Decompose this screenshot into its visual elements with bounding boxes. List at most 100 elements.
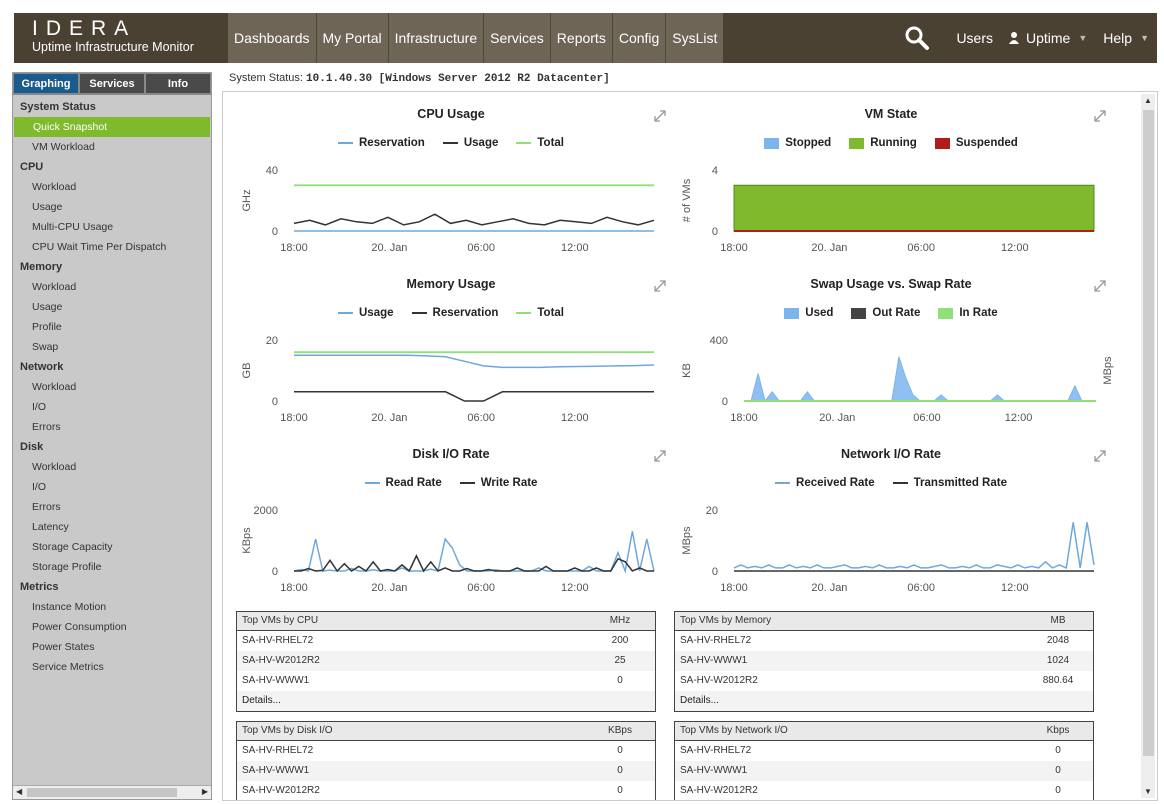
sidebar-item-disk-errors[interactable]: Errors [32,501,61,513]
vertical-scrollbar[interactable]: ▲ ▼ [1141,94,1155,798]
sidebar-item-disk-workload[interactable]: Workload [32,461,77,473]
table-row[interactable]: SA-HV-WWW1 1024 [675,651,1093,671]
scroll-down-icon[interactable]: ▼ [1144,787,1152,796]
table-row[interactable]: SA-HV-W2012R2 0 [675,781,1093,800]
table-row[interactable]: SA-HV-RHEL72 2048 [675,631,1093,651]
users-link[interactable]: Users [956,30,993,46]
sidebar-item-memory-swap[interactable]: Swap [32,341,59,353]
legend-item[interactable]: Received Rate [775,477,875,489]
sidebar-item-disk-storage-profile[interactable]: Storage Profile [32,561,102,573]
search-icon[interactable] [904,25,930,51]
sidebar-item-system-status-quick-snapshot[interactable]: Quick Snapshot [14,117,210,137]
chart-plot: # of VMs 0 4 18:00 20. Jan 06:00 12:00 [681,165,1095,254]
legend-swatch [938,307,954,319]
scrollbar-thumb[interactable] [1143,110,1154,756]
expand-icon[interactable] [654,110,666,122]
legend-item[interactable]: Write Rate [459,477,537,489]
legend-item[interactable]: Reservation [411,307,498,319]
tab-info[interactable]: Info [145,73,211,94]
sidebar-item-cpu-usage[interactable]: Usage [32,201,63,213]
legend-item[interactable]: Total [516,137,564,149]
legend-swatch [516,142,532,144]
sidebar-item-cpu-workload[interactable]: Workload [32,181,77,193]
legend-item[interactable]: Total [516,307,564,319]
sidebar-item-memory-usage[interactable]: Usage [32,301,63,313]
sidebar-item-disk-storage-capacity[interactable]: Storage Capacity [32,541,113,553]
help-label: Help [1103,30,1133,46]
legend-item[interactable]: Used [784,307,833,319]
scrollbar-thumb[interactable] [27,788,177,797]
chart-plot: KB MBps 0 400 18:00 20. Jan 06:00 12:00 [681,335,1114,424]
sidebar-item-metrics-power-states[interactable]: Power States [32,641,95,653]
x-tick-label: 12:00 [1001,582,1029,594]
sidebar-item-memory-workload[interactable]: Workload [32,281,77,293]
table-row[interactable]: SA-HV-WWW1 0 [675,761,1093,781]
x-tick-label: 20. Jan [371,242,407,254]
sidebar-item-disk-i-o[interactable]: I/O [32,481,47,493]
tab-services[interactable]: Services [79,73,145,94]
nav-my-portal[interactable]: My Portal [315,13,388,63]
y-tick-label: 20 [706,505,718,517]
help-menu[interactable]: Help ▼ [1095,30,1157,46]
scroll-up-icon[interactable]: ▲ [1144,96,1152,105]
sidebar-item-metrics-service-metrics[interactable]: Service Metrics [32,661,104,673]
table-row[interactable]: SA-HV-W2012R2 880.64 [675,671,1093,691]
table-row[interactable]: SA-HV-WWW1 0 [237,671,655,691]
table-row[interactable]: SA-HV-RHEL72 0 [237,741,655,761]
horizontal-scrollbar[interactable]: ◀ ▶ [13,785,211,799]
vm-value: 880.64 [1042,675,1074,686]
expand-icon[interactable] [1094,110,1106,122]
sidebar-item-memory-profile[interactable]: Profile [32,321,62,333]
tab-graphing[interactable]: Graphing [13,73,79,94]
legend-label: Usage [463,137,499,149]
sidebar-item-metrics-instance-motion[interactable]: Instance Motion [32,601,107,613]
idera-logo[interactable]: IDERA Uptime Infrastructure Monitor [14,13,228,63]
sidebar-item-network-workload[interactable]: Workload [32,381,77,393]
legend-item[interactable]: Out Rate [851,307,920,319]
chart-title: Memory Usage [406,277,496,291]
legend-item[interactable]: Stopped [764,137,831,149]
table-row[interactable]: SA-HV-WWW1 0 [237,761,655,781]
sidebar-list: System Status Quick Snapshot VM Workload CP… [13,95,211,677]
expand-icon[interactable] [654,450,666,462]
vm-value: 0 [617,675,623,686]
nav-services[interactable]: Services [483,13,550,63]
table-row[interactable]: SA-HV-RHEL72 0 [675,741,1093,761]
scroll-right-icon[interactable]: ▶ [201,787,208,796]
nav-infrastructure[interactable]: Infrastructure [387,13,483,63]
sidebar-item-network-errors[interactable]: Errors [32,421,61,433]
scroll-left-icon[interactable]: ◀ [16,787,23,796]
sidebar-item-network-i-o[interactable]: I/O [32,401,47,413]
table-row[interactable]: SA-HV-RHEL72 200 [237,631,655,651]
x-tick-label: 06:00 [467,242,495,254]
nav-syslist[interactable]: SysList [665,13,723,63]
sidebar-section-memory: Memory [20,261,63,273]
y-axis-label: KB [681,363,693,378]
legend-item[interactable]: Running [849,137,917,149]
legend-item[interactable]: Usage [442,137,499,149]
sidebar-item-cpu-multi-cpu-usage[interactable]: Multi-CPU Usage [32,221,114,233]
chevron-down-icon: ▼ [1078,33,1088,43]
expand-icon[interactable] [1094,450,1106,462]
expand-icon[interactable] [1094,280,1106,292]
nav-reports[interactable]: Reports [549,13,612,63]
sidebar-item-metrics-power-consumption[interactable]: Power Consumption [32,621,127,633]
account-menu[interactable]: Uptime ▼ [1001,30,1095,46]
sidebar-item-cpu-cpu-wait-time-per-dispatch[interactable]: CPU Wait Time Per Dispatch [32,241,167,253]
nav-dashboards[interactable]: Dashboards [234,30,310,46]
details-link[interactable]: Details... [237,691,655,711]
sidebar-item-disk-latency[interactable]: Latency [32,521,69,533]
legend-item[interactable]: In Rate [938,307,998,319]
table-row[interactable]: SA-HV-W2012R2 0 [237,781,655,800]
legend-item[interactable]: Transmitted Rate [892,477,1007,489]
nav-config[interactable]: Config [611,13,665,63]
table-row[interactable]: SA-HV-W2012R2 25 [237,651,655,671]
chart-swap: Swap Usage vs. Swap Rate Used Out Rate In R… [676,268,1114,438]
legend-item[interactable]: Reservation [338,137,425,149]
expand-icon[interactable] [654,280,666,292]
details-link[interactable]: Details... [675,691,1093,711]
legend-item[interactable]: Usage [338,307,394,319]
legend-item[interactable]: Suspended [934,137,1018,149]
sidebar-item-system-status-vm-workload[interactable]: VM Workload [32,141,95,153]
legend-item[interactable]: Read Rate [364,477,442,489]
